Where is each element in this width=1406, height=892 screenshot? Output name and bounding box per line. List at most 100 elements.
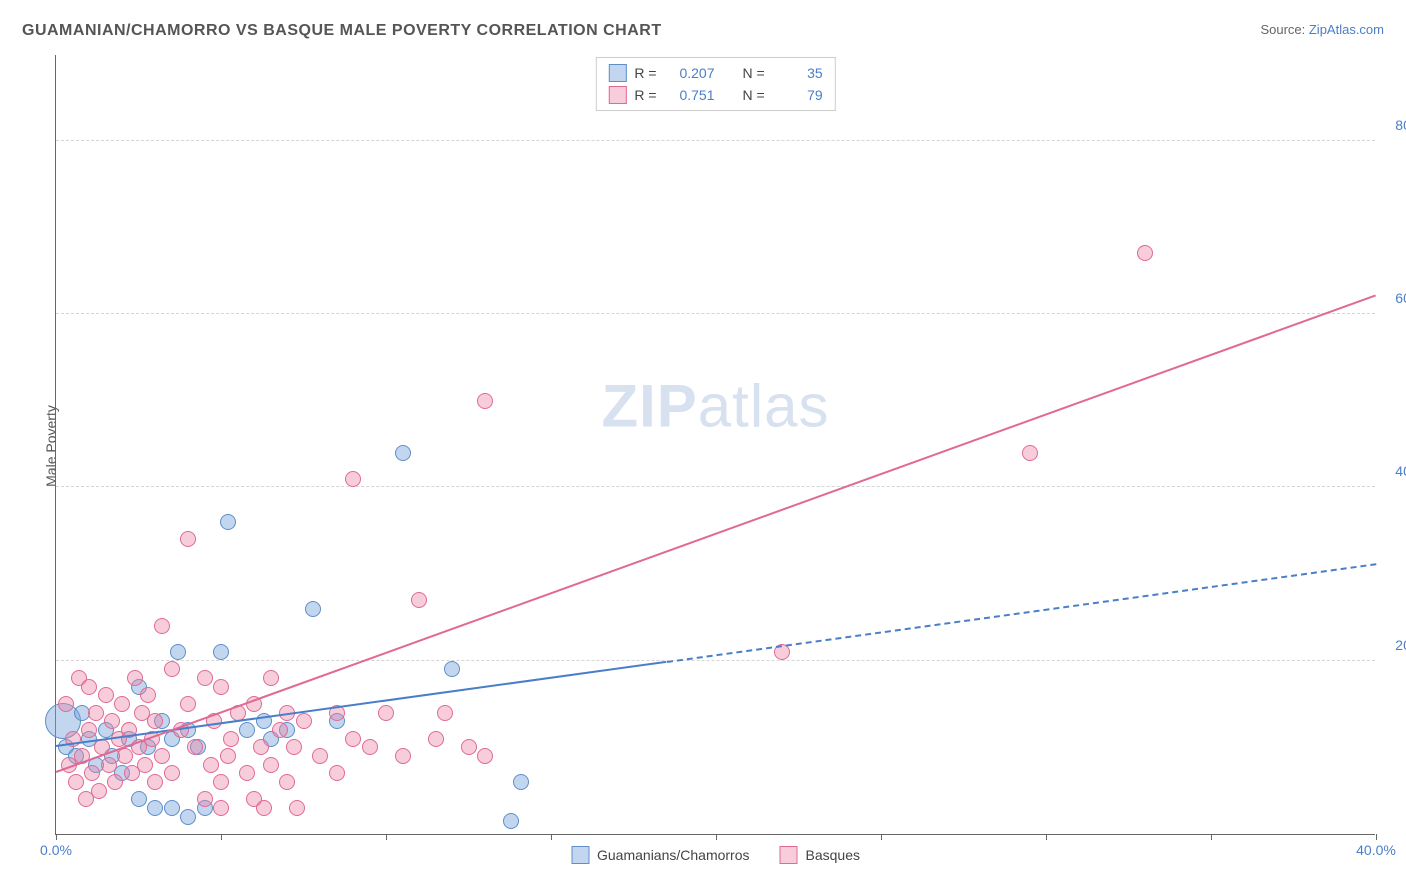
scatter-point bbox=[345, 731, 361, 747]
scatter-point bbox=[263, 670, 279, 686]
scatter-point bbox=[88, 705, 104, 721]
watermark: ZIPatlas bbox=[601, 371, 829, 440]
scatter-point bbox=[164, 765, 180, 781]
legend-swatch bbox=[571, 846, 589, 864]
scatter-point bbox=[203, 757, 219, 773]
legend-series-label: Guamanians/Chamorros bbox=[597, 847, 750, 863]
legend-series-item: Basques bbox=[780, 846, 860, 864]
scatter-point bbox=[127, 670, 143, 686]
x-tick-label: 40.0% bbox=[1356, 842, 1396, 858]
legend-swatch bbox=[608, 86, 626, 104]
source-attribution: Source: ZipAtlas.com bbox=[1260, 22, 1384, 37]
legend-r-value: 0.751 bbox=[665, 87, 715, 103]
scatter-point bbox=[395, 748, 411, 764]
scatter-point bbox=[107, 774, 123, 790]
scatter-point bbox=[154, 748, 170, 764]
scatter-point bbox=[223, 731, 239, 747]
x-tick bbox=[881, 834, 882, 840]
x-tick bbox=[716, 834, 717, 840]
scatter-point bbox=[253, 739, 269, 755]
legend-stats: R =0.207N =35R =0.751N =79 bbox=[595, 57, 835, 111]
legend-n-label: N = bbox=[743, 65, 765, 81]
scatter-point bbox=[81, 679, 97, 695]
x-tick bbox=[1046, 834, 1047, 840]
scatter-point bbox=[477, 748, 493, 764]
scatter-point bbox=[256, 800, 272, 816]
scatter-point bbox=[91, 783, 107, 799]
scatter-point bbox=[213, 679, 229, 695]
scatter-point bbox=[81, 722, 97, 738]
legend-series: Guamanians/Chamorros Basques bbox=[571, 846, 860, 864]
y-tick-label: 20.0% bbox=[1395, 637, 1406, 653]
scatter-point bbox=[239, 722, 255, 738]
watermark-bold: ZIP bbox=[601, 372, 697, 439]
scatter-point bbox=[513, 774, 529, 790]
y-tick-label: 80.0% bbox=[1395, 117, 1406, 133]
scatter-point bbox=[114, 696, 130, 712]
scatter-point bbox=[213, 800, 229, 816]
scatter-point bbox=[329, 765, 345, 781]
trend-line bbox=[666, 563, 1376, 663]
x-tick bbox=[551, 834, 552, 840]
scatter-point bbox=[140, 687, 156, 703]
chart-title: GUAMANIAN/CHAMORRO VS BASQUE MALE POVERT… bbox=[22, 22, 662, 40]
y-tick-label: 40.0% bbox=[1395, 463, 1406, 479]
source-prefix: Source: bbox=[1260, 22, 1308, 37]
scatter-point bbox=[312, 748, 328, 764]
scatter-point bbox=[213, 774, 229, 790]
scatter-point bbox=[1137, 245, 1153, 261]
scatter-point bbox=[197, 791, 213, 807]
scatter-point bbox=[411, 592, 427, 608]
legend-swatch bbox=[608, 64, 626, 82]
scatter-point bbox=[477, 393, 493, 409]
scatter-point bbox=[104, 713, 120, 729]
scatter-point bbox=[362, 739, 378, 755]
y-tick-label: 60.0% bbox=[1395, 290, 1406, 306]
scatter-point bbox=[180, 696, 196, 712]
legend-series-item: Guamanians/Chamorros bbox=[571, 846, 750, 864]
scatter-point bbox=[101, 757, 117, 773]
legend-n-value: 35 bbox=[773, 65, 823, 81]
legend-r-value: 0.207 bbox=[665, 65, 715, 81]
scatter-point bbox=[272, 722, 288, 738]
scatter-point bbox=[286, 739, 302, 755]
scatter-point bbox=[220, 748, 236, 764]
gridline-h bbox=[56, 660, 1375, 661]
scatter-point bbox=[305, 601, 321, 617]
scatter-point bbox=[345, 471, 361, 487]
x-tick bbox=[1376, 834, 1377, 840]
scatter-point bbox=[147, 774, 163, 790]
watermark-rest: atlas bbox=[698, 372, 830, 439]
scatter-point bbox=[213, 644, 229, 660]
scatter-point bbox=[289, 800, 305, 816]
scatter-point bbox=[131, 791, 147, 807]
scatter-point bbox=[147, 713, 163, 729]
scatter-point bbox=[395, 445, 411, 461]
scatter-point bbox=[437, 705, 453, 721]
source-link[interactable]: ZipAtlas.com bbox=[1309, 22, 1384, 37]
legend-series-label: Basques bbox=[806, 847, 860, 863]
scatter-point bbox=[68, 774, 84, 790]
scatter-point bbox=[461, 739, 477, 755]
scatter-point bbox=[84, 765, 100, 781]
scatter-point bbox=[428, 731, 444, 747]
gridline-h bbox=[56, 313, 1375, 314]
scatter-point bbox=[137, 757, 153, 773]
legend-n-label: N = bbox=[743, 87, 765, 103]
x-tick bbox=[386, 834, 387, 840]
x-tick bbox=[56, 834, 57, 840]
trend-line bbox=[56, 295, 1377, 774]
scatter-point bbox=[1022, 445, 1038, 461]
gridline-h bbox=[56, 140, 1375, 141]
scatter-point bbox=[164, 800, 180, 816]
scatter-point bbox=[197, 670, 213, 686]
scatter-point bbox=[147, 800, 163, 816]
plot-area: ZIPatlas R =0.207N =35R =0.751N =79 Guam… bbox=[55, 55, 1375, 835]
legend-r-label: R = bbox=[634, 87, 656, 103]
scatter-point bbox=[378, 705, 394, 721]
scatter-point bbox=[180, 809, 196, 825]
scatter-point bbox=[239, 765, 255, 781]
scatter-point bbox=[170, 644, 186, 660]
legend-stats-row: R =0.207N =35 bbox=[608, 62, 822, 84]
x-tick bbox=[1211, 834, 1212, 840]
